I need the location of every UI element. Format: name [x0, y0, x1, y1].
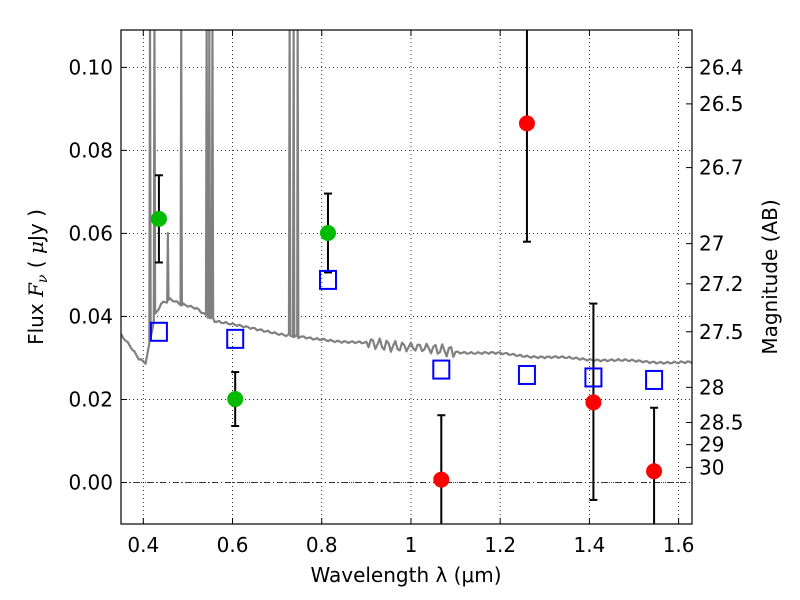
model-square-point [226, 328, 245, 349]
red-data-point [518, 115, 535, 132]
y-tick-label: 0.02 [68, 387, 113, 411]
model-square-point [432, 359, 451, 380]
model-square-point [517, 364, 536, 385]
y-axis-label: Flux Fν ( μJy ) [24, 209, 51, 345]
mag-tick-label: 29 [699, 433, 724, 457]
x-tick-labels: 0.4 0.6 0.8 1 1.2 1.4 1.6 [127, 533, 694, 557]
mag-tick-label: 28 [699, 375, 724, 399]
y-tick-labels: 0.00 0.02 0.04 0.06 0.08 0.10 [68, 55, 113, 494]
x-tick-label: 0.8 [306, 533, 338, 557]
mag-tick-label: 30 [699, 455, 724, 479]
mag-tick-label: 27.5 [699, 320, 744, 344]
mag-tick-label: 27 [699, 232, 724, 256]
mag-tick-label: 27.2 [699, 272, 744, 296]
model-square-point [149, 321, 168, 342]
data-points [149, 30, 664, 524]
x-tick-label: 1.4 [573, 533, 605, 557]
y-tick-label: 0.06 [68, 221, 113, 245]
x-axis-label: Wavelength λ (μm) [310, 563, 501, 587]
y2-axis-label: Magnitude (AB) [758, 199, 782, 354]
y-tick-label: 0.10 [68, 55, 113, 79]
y-tick-label: 0.04 [68, 304, 113, 328]
y-tick-label: 0.00 [68, 470, 113, 494]
red-data-point [433, 471, 450, 488]
x-tick-label: 1 [405, 533, 418, 557]
red-data-point [585, 394, 602, 411]
y-tick-label: 0.08 [68, 138, 113, 162]
plot-frame [120, 29, 693, 525]
green-data-point [150, 210, 167, 227]
x-tick-label: 1.2 [484, 533, 516, 557]
model-square-point [584, 367, 603, 388]
axis-ticks [121, 30, 692, 524]
red-data-point [646, 463, 663, 480]
model-square-point [645, 369, 664, 390]
mag-tick-label: 26.7 [699, 156, 744, 180]
green-data-point [319, 224, 336, 241]
model-square-point [318, 269, 337, 290]
x-tick-label: 0.6 [217, 533, 249, 557]
sed-model-line [121, 30, 692, 365]
mag-tick-label: 26.5 [699, 92, 744, 116]
green-data-point [227, 391, 244, 408]
mag-tick-label: 28.5 [699, 410, 744, 434]
mag-tick-label: 26.4 [699, 55, 744, 79]
x-tick-label: 1.6 [663, 533, 695, 557]
x-tick-label: 0.4 [127, 533, 159, 557]
sed-model-curve [121, 30, 692, 365]
